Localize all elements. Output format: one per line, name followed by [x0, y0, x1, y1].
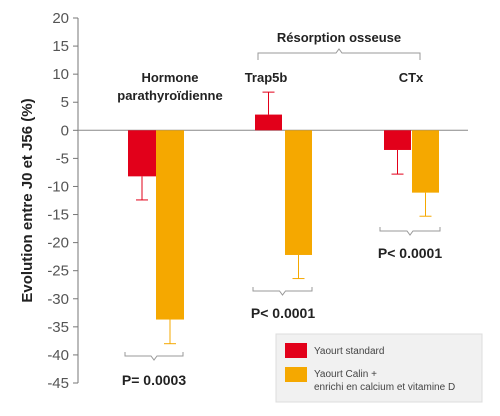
category-label: Trap5b — [245, 70, 288, 85]
y-tick-label: -30 — [47, 291, 69, 308]
y-tick-label: -10 — [47, 178, 69, 195]
y-tick-label: -15 — [47, 207, 69, 224]
legend-label: Yaourt Calin + — [314, 369, 377, 380]
p-value-brace — [124, 352, 184, 361]
y-tick-label: 20 — [52, 10, 69, 27]
p-value-label: P= 0.0003 — [122, 372, 186, 388]
y-tick-label: -40 — [47, 347, 69, 364]
y-tick-label: -20 — [47, 235, 69, 252]
y-tick-label: -35 — [47, 319, 69, 336]
category-label: CTx — [399, 70, 424, 85]
y-tick-label: -45 — [47, 375, 69, 392]
axis-layer: 20 15 10 5 0 -5 -10 -15 -20 -25 -30 -35 -40 -45 Evolut… — [19, 10, 468, 392]
y-tick-label: 5 — [61, 94, 69, 111]
y-tick-label: 0 — [61, 122, 69, 139]
bar — [384, 130, 411, 150]
bracket — [257, 48, 421, 60]
bar — [255, 114, 282, 131]
p-value-brace — [379, 227, 441, 236]
y-tick-label: -25 — [47, 263, 69, 280]
p-value-brace — [252, 287, 313, 296]
category-label: parathyroïdienne — [117, 88, 222, 103]
y-axis-label: Evolution entre J0 et J56 (%) — [19, 98, 36, 302]
legend-swatch — [285, 367, 307, 382]
bar — [412, 130, 439, 193]
bar — [156, 130, 184, 320]
p-value-label: P< 0.0001 — [378, 245, 442, 261]
y-tick-label: 15 — [52, 38, 69, 55]
y-tick-label: 10 — [52, 66, 69, 83]
bracket-label: Résorption osseuse — [277, 30, 401, 45]
annotations-layer: Hormone parathyroïdienne Trap5b CTx Résorpti… — [117, 30, 442, 388]
category-label: Hormone — [141, 70, 198, 85]
bar — [285, 130, 312, 255]
legend-swatch — [285, 343, 307, 358]
y-tick-label: -5 — [56, 150, 69, 167]
legend-label: Yaourt standard — [314, 346, 384, 357]
legend-label: enrichi en calcium et vitamine D — [314, 382, 455, 393]
bar — [128, 130, 156, 177]
legend: Yaourt standard Yaourt Calin + enrichi en … — [275, 333, 483, 403]
p-value-label: P< 0.0001 — [251, 305, 315, 321]
bars-layer — [128, 91, 439, 345]
legend-box — [275, 333, 483, 403]
